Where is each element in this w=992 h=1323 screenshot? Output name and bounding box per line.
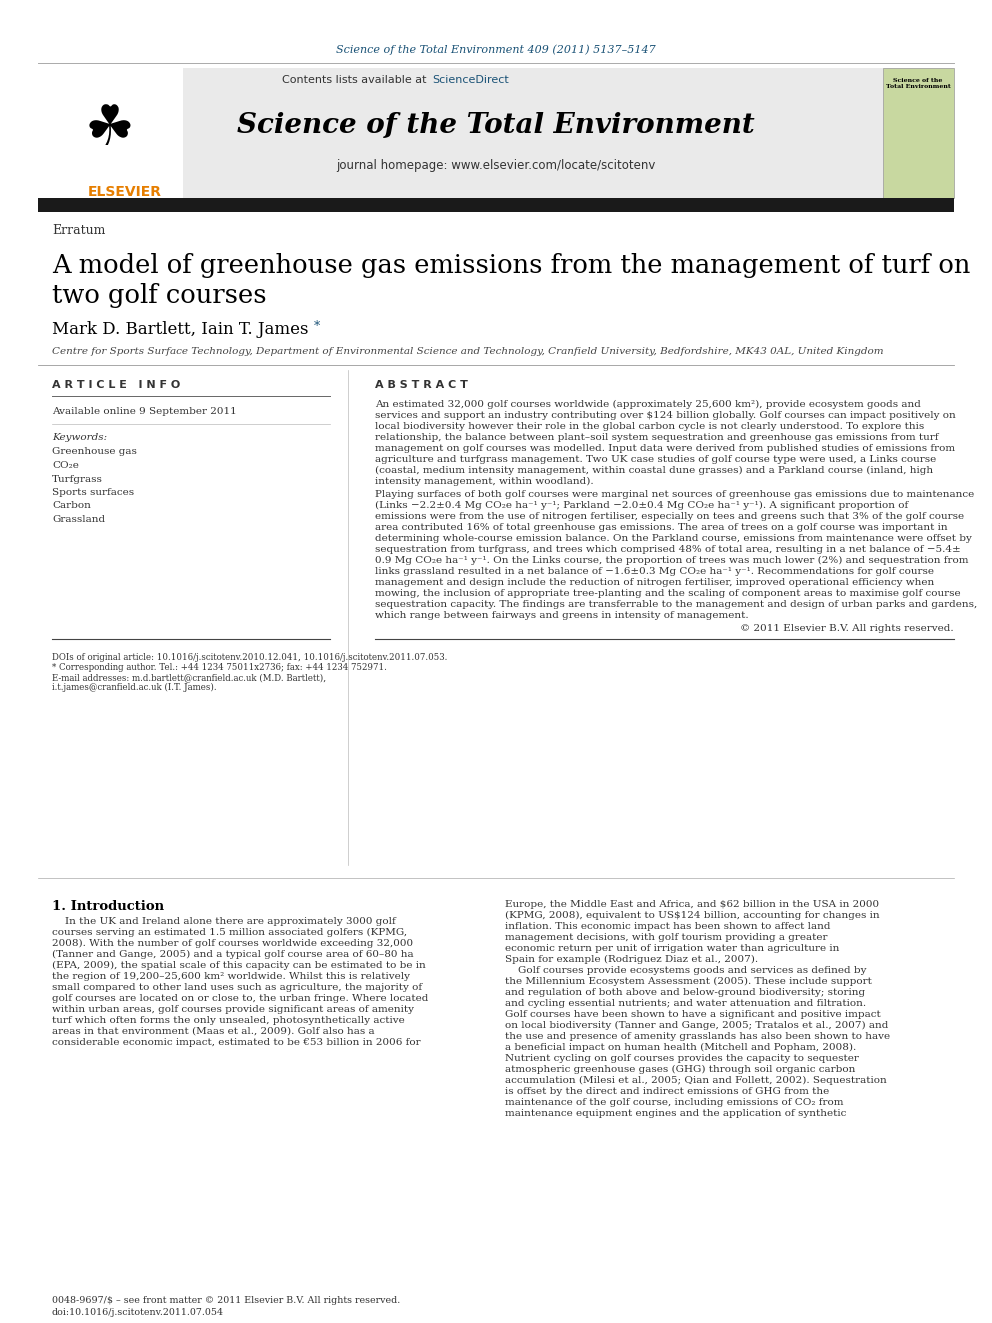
Text: management and design include the reduction of nitrogen fertiliser, improved ope: management and design include the reduct… [375,578,934,587]
Text: Nutrient cycling on golf courses provides the capacity to sequester: Nutrient cycling on golf courses provide… [505,1054,859,1062]
Text: Europe, the Middle East and Africa, and $62 billion in the USA in 2000: Europe, the Middle East and Africa, and … [505,900,879,909]
Text: considerable economic impact, estimated to be €53 billion in 2006 for: considerable economic impact, estimated … [52,1039,421,1046]
Text: Mark D. Bartlett, Iain T. James: Mark D. Bartlett, Iain T. James [52,321,313,339]
Text: Spain for example (Rodriguez Diaz et al., 2007).: Spain for example (Rodriguez Diaz et al.… [505,955,758,964]
Text: links grassland resulted in a net balance of −1.6±0.3 Mg CO₂e ha⁻¹ y⁻¹. Recommen: links grassland resulted in a net balanc… [375,568,934,576]
Text: courses serving an estimated 1.5 million associated golfers (KPMG,: courses serving an estimated 1.5 million… [52,927,407,937]
Text: Science of the Total Environment 409 (2011) 5137–5147: Science of the Total Environment 409 (20… [336,45,656,56]
Text: Science of the
Total Environment: Science of the Total Environment [886,78,950,89]
Text: (KPMG, 2008), equivalent to US$124 billion, accounting for changes in: (KPMG, 2008), equivalent to US$124 billi… [505,912,880,919]
Text: management on golf courses was modelled. Input data were derived from published : management on golf courses was modelled.… [375,445,955,452]
Text: local biodiversity however their role in the global carbon cycle is not clearly : local biodiversity however their role in… [375,422,925,431]
Text: mowing, the inclusion of appropriate tree-planting and the scaling of component : mowing, the inclusion of appropriate tre… [375,589,960,598]
Text: relationship, the balance between plant–soil system sequestration and greenhouse: relationship, the balance between plant–… [375,433,938,442]
Text: ScienceDirect: ScienceDirect [432,75,509,85]
Text: a beneficial impact on human health (Mitchell and Popham, 2008).: a beneficial impact on human health (Mit… [505,1043,856,1052]
Text: which range between fairways and greens in intensity of management.: which range between fairways and greens … [375,611,749,620]
Text: on local biodiversity (Tanner and Gange, 2005; Tratalos et al., 2007) and: on local biodiversity (Tanner and Gange,… [505,1021,889,1031]
Text: services and support an industry contributing over $124 billion globally. Golf c: services and support an industry contrib… [375,411,955,419]
Text: the Millennium Ecosystem Assessment (2005). These include support: the Millennium Ecosystem Assessment (200… [505,976,872,986]
Bar [38,198,954,212]
Text: Greenhouse gas: Greenhouse gas [52,447,137,456]
Text: A R T I C L E   I N F O: A R T I C L E I N F O [52,380,181,390]
Text: inflation. This economic impact has been shown to affect land: inflation. This economic impact has been… [505,922,830,931]
Text: Centre for Sports Surface Technology, Department of Environmental Science and Te: Centre for Sports Surface Technology, De… [52,348,884,356]
Text: doi:10.1016/j.scitotenv.2011.07.054: doi:10.1016/j.scitotenv.2011.07.054 [52,1308,224,1316]
Text: 2008). With the number of golf courses worldwide exceeding 32,000: 2008). With the number of golf courses w… [52,939,413,949]
Text: E-mail addresses: m.d.bartlett@cranfield.ac.uk (M.D. Bartlett),: E-mail addresses: m.d.bartlett@cranfield… [52,673,326,681]
Text: the use and presence of amenity grasslands has also been shown to have: the use and presence of amenity grasslan… [505,1032,890,1041]
Text: i.t.james@cranfield.ac.uk (I.T. James).: i.t.james@cranfield.ac.uk (I.T. James). [52,683,216,692]
Text: two golf courses: two golf courses [52,283,267,308]
Text: maintenance of the golf course, including emissions of CO₂ from: maintenance of the golf course, includin… [505,1098,843,1107]
Text: turf which often forms the only unsealed, photosynthetically active: turf which often forms the only unsealed… [52,1016,405,1025]
Text: 1. Introduction: 1. Introduction [52,900,164,913]
Text: sequestration capacity. The findings are transferrable to the management and des: sequestration capacity. The findings are… [375,601,977,609]
Text: * Corresponding author. Tel.: +44 1234 75011x2736; fax: +44 1234 752971.: * Corresponding author. Tel.: +44 1234 7… [52,663,387,672]
Text: determining whole-course emission balance. On the Parkland course, emissions fro: determining whole-course emission balanc… [375,534,972,542]
Text: golf courses are located on or close to, the urban fringe. Where located: golf courses are located on or close to,… [52,994,429,1003]
Text: maintenance equipment engines and the application of synthetic: maintenance equipment engines and the ap… [505,1109,846,1118]
Text: economic return per unit of irrigation water than agriculture in: economic return per unit of irrigation w… [505,945,839,953]
Text: area contributed 16% of total greenhouse gas emissions. The area of trees on a g: area contributed 16% of total greenhouse… [375,523,947,532]
Text: Golf courses provide ecosystems goods and services as defined by: Golf courses provide ecosystems goods an… [505,966,866,975]
Text: CO₂e: CO₂e [52,460,79,470]
Text: © 2011 Elsevier B.V. All rights reserved.: © 2011 Elsevier B.V. All rights reserved… [740,624,954,632]
Text: within urban areas, golf courses provide significant areas of amenity: within urban areas, golf courses provide… [52,1005,414,1013]
Text: Contents lists available at: Contents lists available at [282,75,430,85]
Text: management decisions, with golf tourism providing a greater: management decisions, with golf tourism … [505,933,827,942]
Text: 0.9 Mg CO₂e ha⁻¹ y⁻¹. On the Links course, the proportion of trees was much lowe: 0.9 Mg CO₂e ha⁻¹ y⁻¹. On the Links cours… [375,556,968,565]
Text: atmospheric greenhouse gases (GHG) through soil organic carbon: atmospheric greenhouse gases (GHG) throu… [505,1065,855,1074]
Text: Keywords:: Keywords: [52,434,107,442]
Text: (coastal, medium intensity management, within coastal dune grasses) and a Parkla: (coastal, medium intensity management, w… [375,466,933,475]
Text: DOIs of original article: 10.1016/j.scitotenv.2010.12.041, 10.1016/j.scitotenv.2: DOIs of original article: 10.1016/j.scit… [52,654,447,662]
Text: accumulation (Milesi et al., 2005; Qian and Follett, 2002). Sequestration: accumulation (Milesi et al., 2005; Qian … [505,1076,887,1085]
Text: Golf courses have been shown to have a significant and positive impact: Golf courses have been shown to have a s… [505,1009,881,1019]
Text: journal homepage: www.elsevier.com/locate/scitotenv: journal homepage: www.elsevier.com/locat… [336,159,656,172]
Bar [38,67,954,198]
Text: sequestration from turfgrass, and trees which comprised 48% of total area, resul: sequestration from turfgrass, and trees … [375,545,960,554]
Text: is offset by the direct and indirect emissions of GHG from the: is offset by the direct and indirect emi… [505,1088,829,1095]
Bar [883,67,954,198]
Text: and cycling essential nutrients; and water attenuation and filtration.: and cycling essential nutrients; and wat… [505,999,866,1008]
Text: (Links −2.2±0.4 Mg CO₂e ha⁻¹ y⁻¹; Parkland −2.0±0.4 Mg CO₂e ha⁻¹ y⁻¹). A signifi: (Links −2.2±0.4 Mg CO₂e ha⁻¹ y⁻¹; Parkla… [375,501,909,511]
Text: An estimated 32,000 golf courses worldwide (approximately 25,600 km²), provide e: An estimated 32,000 golf courses worldwi… [375,400,921,409]
Text: Sports surfaces: Sports surfaces [52,488,134,497]
Text: Science of the Total Environment: Science of the Total Environment [237,111,755,139]
Text: Available online 9 September 2011: Available online 9 September 2011 [52,407,237,417]
Text: (EPA, 2009), the spatial scale of this capacity can be estimated to be in: (EPA, 2009), the spatial scale of this c… [52,960,426,970]
Text: Erratum: Erratum [52,224,105,237]
Text: In the UK and Ireland alone there are approximately 3000 golf: In the UK and Ireland alone there are ap… [52,917,396,926]
Text: *: * [314,320,320,333]
Text: the region of 19,200–25,600 km² worldwide. Whilst this is relatively: the region of 19,200–25,600 km² worldwid… [52,972,410,980]
Text: 0048-9697/$ – see front matter © 2011 Elsevier B.V. All rights reserved.: 0048-9697/$ – see front matter © 2011 El… [52,1297,400,1304]
Text: ELSEVIER: ELSEVIER [88,185,162,198]
Text: Carbon: Carbon [52,501,91,511]
Text: intensity management, within woodland).: intensity management, within woodland). [375,478,593,486]
Text: Grassland: Grassland [52,515,105,524]
Bar [38,67,183,198]
Text: (Tanner and Gange, 2005) and a typical golf course area of 60–80 ha: (Tanner and Gange, 2005) and a typical g… [52,950,414,959]
Text: Turfgrass: Turfgrass [52,475,103,483]
Text: ☘: ☘ [85,103,135,157]
Text: and regulation of both above and below-ground biodiversity; storing: and regulation of both above and below-g… [505,988,865,998]
Text: A model of greenhouse gas emissions from the management of turf on: A model of greenhouse gas emissions from… [52,253,970,278]
Text: A B S T R A C T: A B S T R A C T [375,380,468,390]
Text: emissions were from the use of nitrogen fertiliser, especially on tees and green: emissions were from the use of nitrogen … [375,512,964,521]
Text: areas in that environment (Maas et al., 2009). Golf also has a: areas in that environment (Maas et al., … [52,1027,375,1036]
Text: small compared to other land uses such as agriculture, the majority of: small compared to other land uses such a… [52,983,423,992]
Text: Playing surfaces of both golf courses were marginal net sources of greenhouse ga: Playing surfaces of both golf courses we… [375,490,974,499]
Text: agriculture and turfgrass management. Two UK case studies of golf course type we: agriculture and turfgrass management. Tw… [375,455,936,464]
